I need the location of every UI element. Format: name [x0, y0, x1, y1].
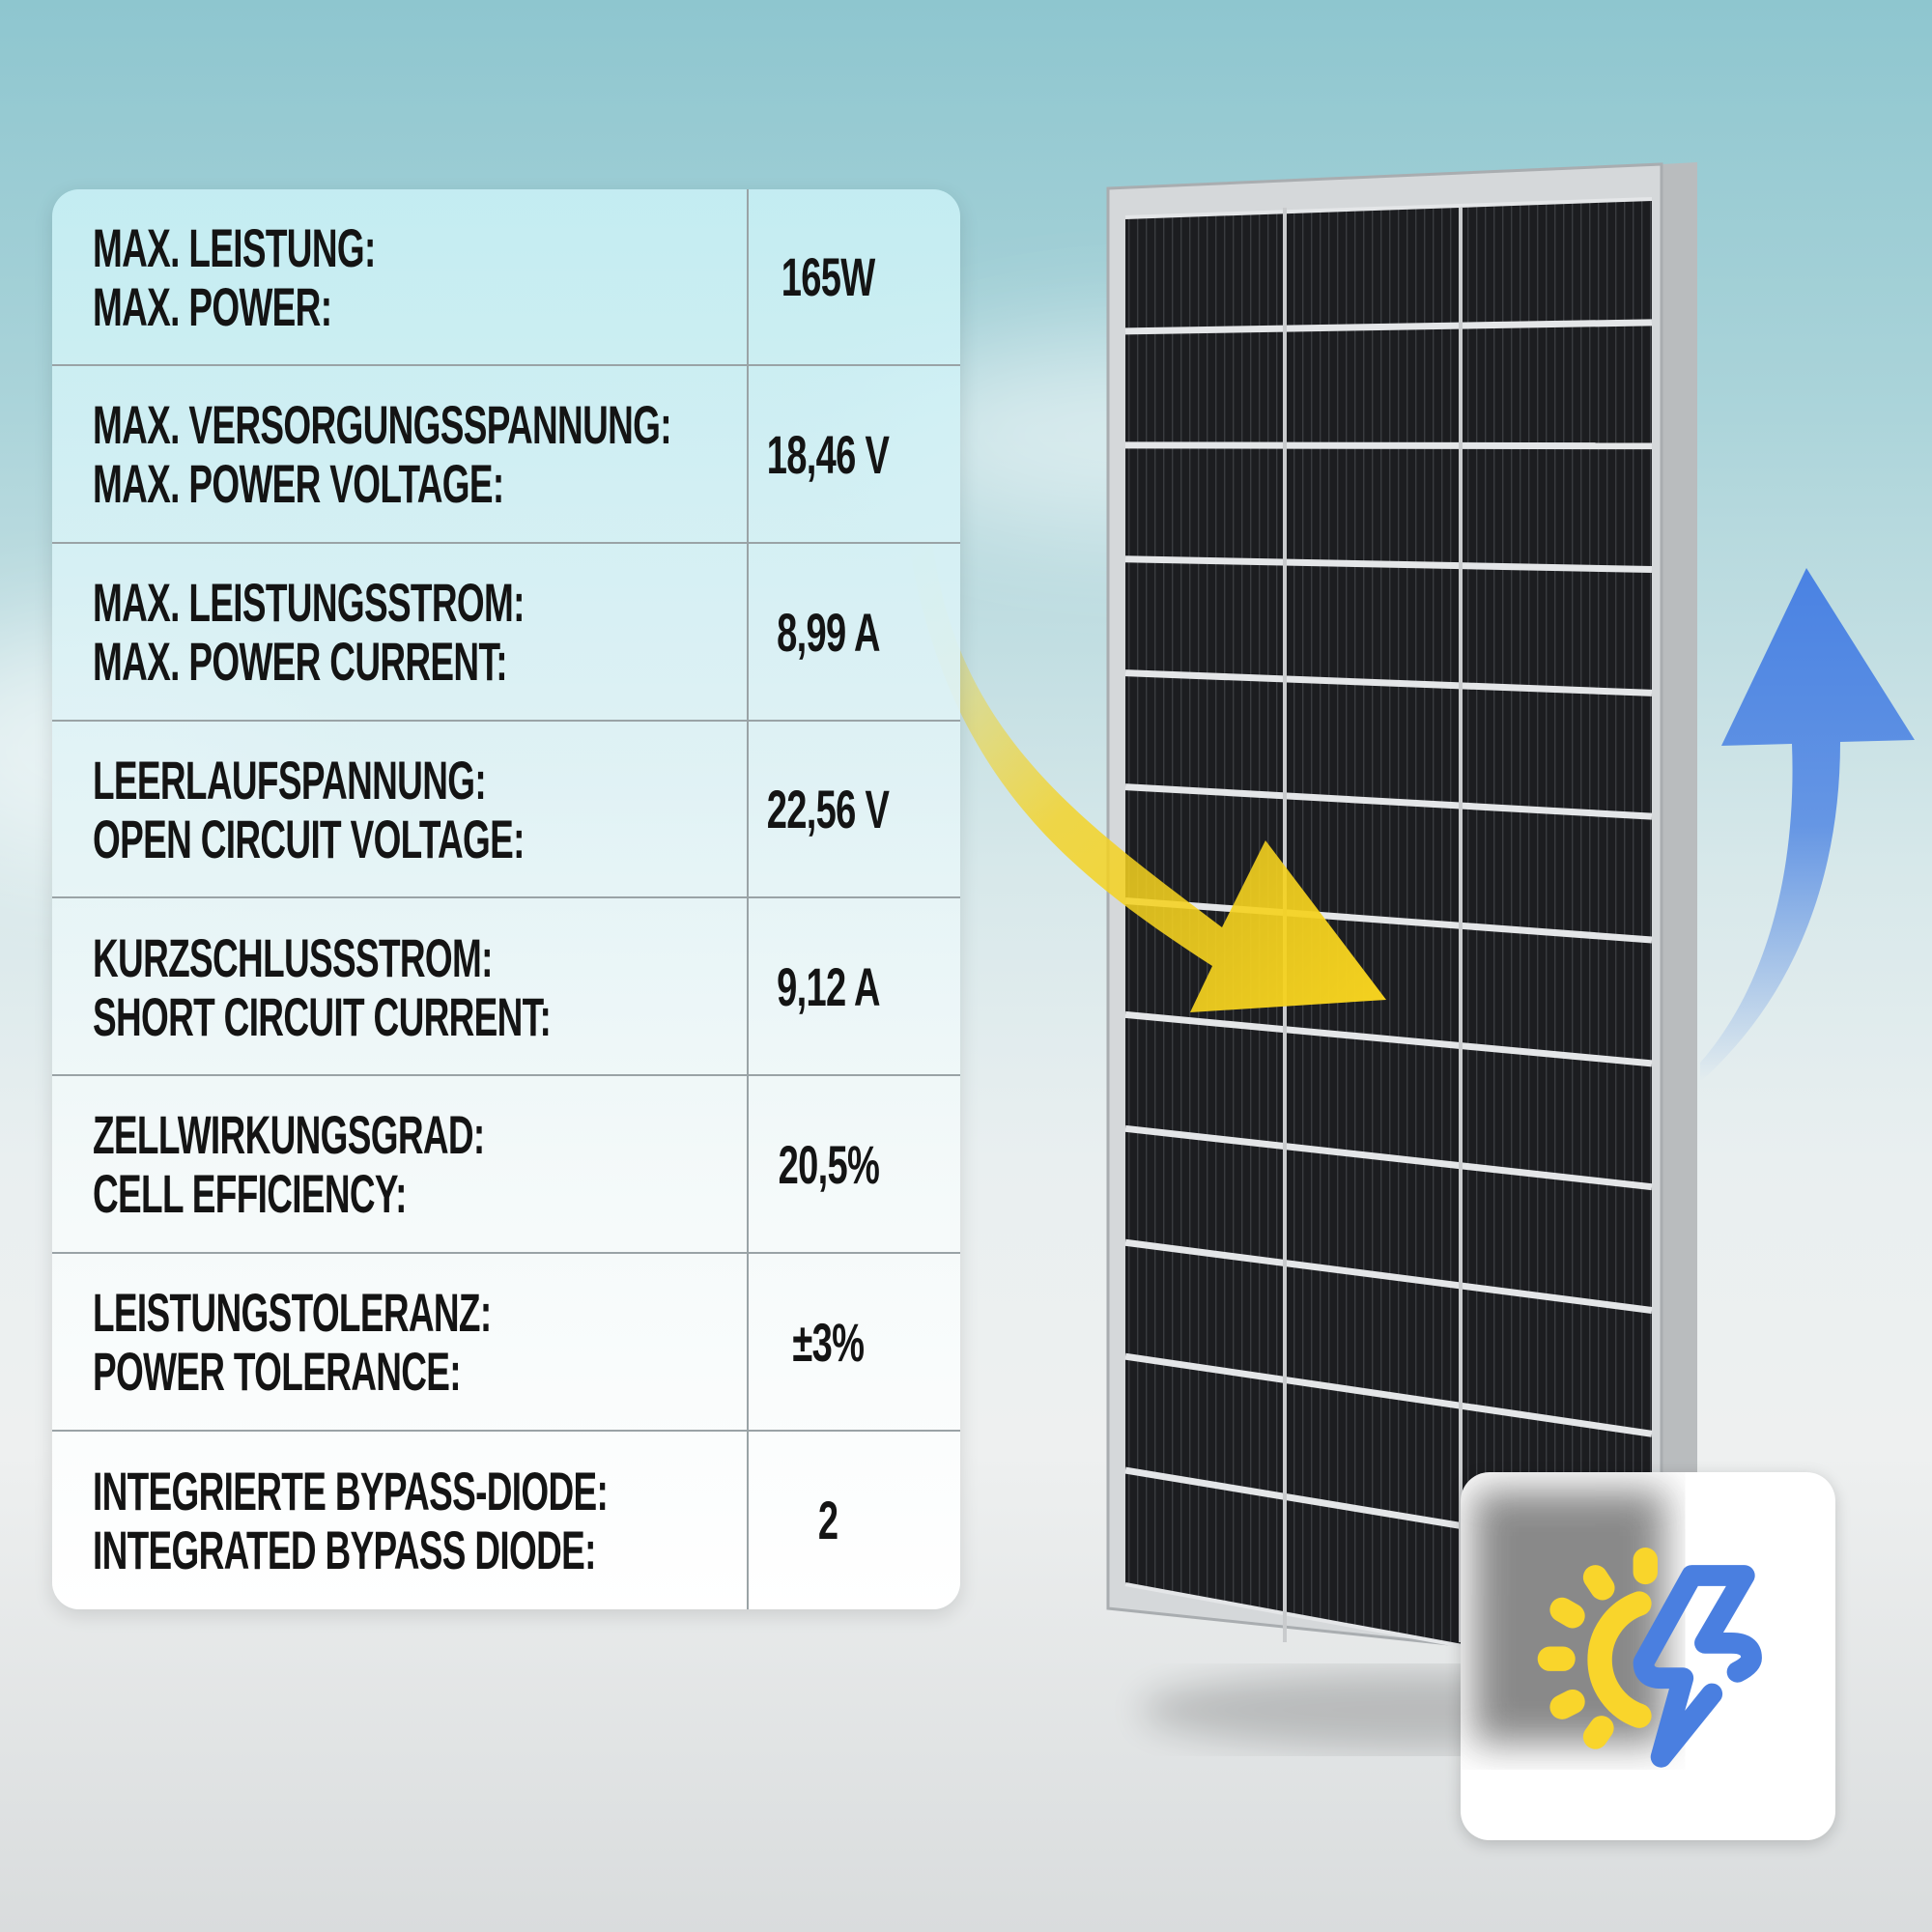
spec-row: INTEGRIERTE BYPASS-DIODE: INTEGRATED BYP… [52, 1432, 960, 1608]
spec-label-de: ZELLWIRKUNGSGRAD: [93, 1104, 485, 1166]
spec-label: LEERLAUFSPANNUNG: OPEN CIRCUIT VOLTAGE: [93, 722, 747, 896]
arrow-out-icon [1700, 568, 1915, 1082]
spec-label-en: CELL EFFICIENCY: [93, 1163, 407, 1225]
panel-row-line [1124, 897, 1653, 944]
spec-value: ±3% [696, 1255, 960, 1430]
spec-label: MAX. LEISTUNGSSTROM: MAX. POWER CURRENT: [93, 545, 747, 720]
spec-value: 8,99 A [696, 545, 960, 720]
spec-label-de: LEERLAUFSPANNUNG: [93, 749, 487, 810]
spec-label-de: KURZSCHLUSSSTROM: [93, 926, 493, 988]
panel-row-line [1124, 783, 1653, 820]
panel-row-line [1124, 1010, 1653, 1067]
spec-row: KURZSCHLUSSSTROM: SHORT CIRCUIT CURRENT:… [52, 899, 960, 1076]
spec-value: 22,56 V [696, 722, 960, 896]
spec-value-text: 20,5% [778, 1133, 879, 1195]
spec-row: ZELLWIRKUNGSGRAD: CELL EFFICIENCY: 20,5% [52, 1077, 960, 1254]
spec-value: 2 [696, 1432, 960, 1608]
panel-row-line [1124, 669, 1653, 696]
spec-value: 165W [696, 189, 960, 364]
spec-label: KURZSCHLUSSSTROM: SHORT CIRCUIT CURRENT: [93, 899, 786, 1074]
spec-value-text: 165W [781, 246, 875, 307]
spec-label-de: LEISTUNGSTOLERANZ: [93, 1282, 492, 1343]
panel-row-line [1124, 1238, 1653, 1314]
spec-label: LEISTUNGSTOLERANZ: POWER TOLERANCE: [93, 1255, 696, 1430]
spec-table: MAX. LEISTUNG: MAX. POWER: 165W MAX. VER… [52, 189, 960, 1609]
panel-side [1662, 162, 1697, 1681]
spec-label-en: MAX. POWER CURRENT: [93, 631, 508, 692]
spec-label: MAX. VERSORGUNGSSPANNUNG: MAX. POWER VOL… [93, 367, 960, 542]
spec-value-text: 18,46 V [767, 423, 890, 485]
spec-label-en: MAX. POWER: [93, 275, 332, 337]
panel-row-line [1124, 1352, 1653, 1437]
spec-value-text: 9,12 A [777, 956, 880, 1017]
lightning-bolt-icon [1633, 1565, 1762, 1768]
spec-value-text: 2 [818, 1490, 838, 1551]
spec-row: LEERLAUFSPANNUNG: OPEN CIRCUIT VOLTAGE: … [52, 722, 960, 899]
spec-label-de: MAX. LEISTUNG: [93, 216, 376, 278]
spec-row: MAX. LEISTUNGSSTROM: MAX. POWER CURRENT:… [52, 545, 960, 722]
spec-label-en: MAX. POWER VOLTAGE: [93, 453, 504, 515]
arrow-in-icon [908, 541, 1386, 1012]
spec-value-text: ±3% [792, 1311, 866, 1373]
sun-icon [1537, 1548, 1658, 1749]
spec-label-de: MAX. VERSORGUNGSSPANNUNG: [93, 394, 672, 456]
panel-row-line [1124, 319, 1653, 335]
spec-label-en: OPEN CIRCUIT VOLTAGE: [93, 808, 525, 869]
spec-label: MAX. LEISTUNG: MAX. POWER: [93, 189, 521, 364]
sun-power-badge [1461, 1472, 1835, 1840]
spec-row: MAX. VERSORGUNGSSPANNUNG: MAX. POWER VOL… [52, 367, 960, 544]
spec-label-en: INTEGRATED BYPASS DIODE: [93, 1519, 596, 1580]
spec-value-text: 22,56 V [767, 779, 890, 840]
spec-value: 20,5% [696, 1077, 960, 1252]
spec-row: LEISTUNGSTOLERANZ: POWER TOLERANCE: ±3% [52, 1255, 960, 1432]
spec-value-text: 8,99 A [777, 601, 880, 663]
spec-value: 18,46 V [696, 367, 960, 542]
column-divider [747, 189, 749, 1609]
spec-label-de: INTEGRIERTE BYPASS-DIODE: [93, 1460, 609, 1521]
spec-label-en: SHORT CIRCUIT CURRENT: [93, 985, 552, 1047]
spec-value: 9,12 A [696, 899, 960, 1074]
panel-row-line [1124, 441, 1653, 450]
spec-label: INTEGRIERTE BYPASS-DIODE: INTEGRATED BYP… [93, 1432, 873, 1608]
spec-label: ZELLWIRKUNGSGRAD: CELL EFFICIENCY: [93, 1077, 687, 1252]
spec-label-en: POWER TOLERANCE: [93, 1341, 462, 1402]
spec-label-de: MAX. LEISTUNGSSTROM: [93, 572, 525, 633]
panel-grid [1124, 197, 1653, 1683]
panel-row-line [1124, 1124, 1653, 1191]
spec-row: MAX. LEISTUNG: MAX. POWER: 165W [52, 189, 960, 366]
panel-row-line [1124, 555, 1653, 573]
panel-row-line [1124, 197, 1653, 219]
